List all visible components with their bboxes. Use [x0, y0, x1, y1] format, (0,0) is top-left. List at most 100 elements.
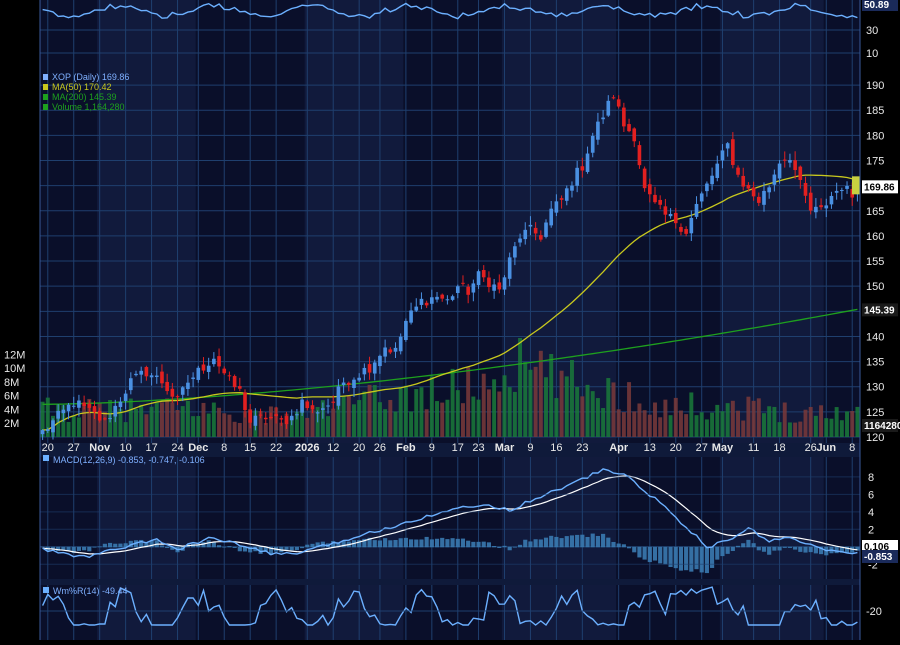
x-tick-label: 27 — [696, 442, 708, 454]
volume-bar — [377, 402, 382, 437]
candle-body — [632, 128, 637, 142]
last-candle-marker — [852, 176, 860, 195]
volume-bar — [398, 388, 403, 437]
volume-bar — [66, 421, 71, 437]
candle-body — [481, 270, 486, 278]
top-osc-badge-bg — [862, 0, 898, 11]
volume-bar — [305, 417, 310, 437]
candle-body — [388, 349, 393, 353]
volume-bar — [762, 413, 766, 437]
macd-hist-bar — [606, 537, 611, 548]
volume-bar — [839, 420, 844, 437]
candle-body — [808, 192, 813, 211]
volume-bar — [118, 408, 123, 437]
last-price-badge: 169.86 — [864, 182, 895, 193]
volume-bar — [476, 399, 481, 437]
top-tick: 30 — [866, 25, 878, 37]
volume-bar — [165, 398, 170, 437]
volume-bar — [564, 376, 569, 437]
candle-body — [404, 320, 408, 340]
macd-hist-bar — [201, 542, 206, 548]
volume-bar — [445, 399, 450, 437]
last-price-badge-bg — [862, 180, 898, 194]
volume-bar — [159, 402, 164, 437]
volume-bar — [559, 370, 564, 437]
volume-bar — [772, 406, 777, 437]
x-tick-label: Apr — [609, 442, 629, 454]
candle-body — [679, 226, 683, 232]
macd-hist-bar — [481, 541, 486, 548]
candle-body — [92, 406, 97, 413]
macd-hist-bar — [450, 538, 455, 548]
candle-body — [326, 405, 330, 407]
macd-hist-bar — [658, 546, 663, 564]
candle-body — [518, 238, 522, 243]
macd-hist-bar — [844, 546, 850, 553]
x-tick-label: Nov — [89, 442, 111, 454]
x-tick-label: 16 — [550, 442, 562, 454]
macd-hist-bar — [528, 541, 533, 548]
volume-bar — [440, 402, 445, 437]
macd-legend: MACD(12,26,9) -0.853, -0.747, -0.106 — [53, 455, 205, 465]
volume-bar — [424, 409, 429, 437]
macd-hist-bar — [284, 546, 289, 550]
candle-body — [201, 364, 206, 371]
macd-hist-bar — [725, 546, 730, 554]
candle-body — [279, 418, 284, 420]
volume-bar — [289, 417, 294, 437]
ma50-line — [42, 174, 858, 431]
x-tick-label: 13 — [644, 442, 656, 454]
macd-hist-bar — [372, 540, 377, 548]
volume-bar — [383, 409, 388, 437]
candle-body — [772, 174, 777, 185]
macd-hist-bar — [367, 537, 372, 548]
candle-body — [487, 277, 491, 288]
candle-body — [149, 375, 154, 378]
volume-bar — [575, 386, 580, 437]
candle-body — [507, 257, 512, 279]
candle-body — [284, 416, 289, 425]
volume-bar — [533, 366, 538, 437]
macd-hist-bar — [248, 546, 253, 553]
volume-bar — [393, 411, 398, 437]
volume-bar — [346, 395, 351, 437]
macd-hist-bar — [149, 540, 154, 548]
candle-body — [689, 217, 694, 234]
candle-body — [596, 121, 600, 140]
price-tick: 180 — [866, 130, 884, 142]
macd-hist-bar — [87, 546, 92, 552]
candle-body — [455, 286, 460, 294]
macd-hist-bar — [767, 546, 772, 555]
candle-body — [243, 392, 247, 411]
macd-tick: 6 — [868, 489, 874, 501]
macd-hist-bar — [652, 546, 658, 561]
candle-body — [616, 99, 621, 107]
volume-bar — [606, 378, 611, 437]
candle-body — [450, 296, 455, 300]
volume-bar — [544, 377, 548, 437]
volume-bar — [201, 402, 206, 437]
candle-body — [144, 367, 149, 377]
macd-hist-bar — [403, 537, 408, 548]
x-tick-label: 12 — [327, 442, 339, 454]
candle-body — [383, 347, 387, 357]
macd-hist-bar — [310, 543, 315, 548]
macd-badge-a-bg — [862, 540, 898, 553]
volume-bar — [632, 411, 637, 437]
macd-hist-bar — [642, 546, 647, 560]
bar-icon — [43, 104, 48, 110]
month-shade — [719, 0, 824, 640]
candle-body — [440, 294, 445, 299]
volume-bar — [725, 403, 730, 437]
candle-body — [746, 184, 751, 189]
macd-hist-bar — [616, 543, 621, 548]
x-tick-label: 20 — [42, 442, 54, 454]
volume-bar — [507, 387, 512, 437]
macd-hist-bar — [512, 546, 517, 548]
candle-body — [539, 235, 543, 240]
candle-body — [544, 222, 548, 237]
volume-bar — [829, 418, 834, 437]
macd-tick: 8 — [868, 472, 874, 484]
